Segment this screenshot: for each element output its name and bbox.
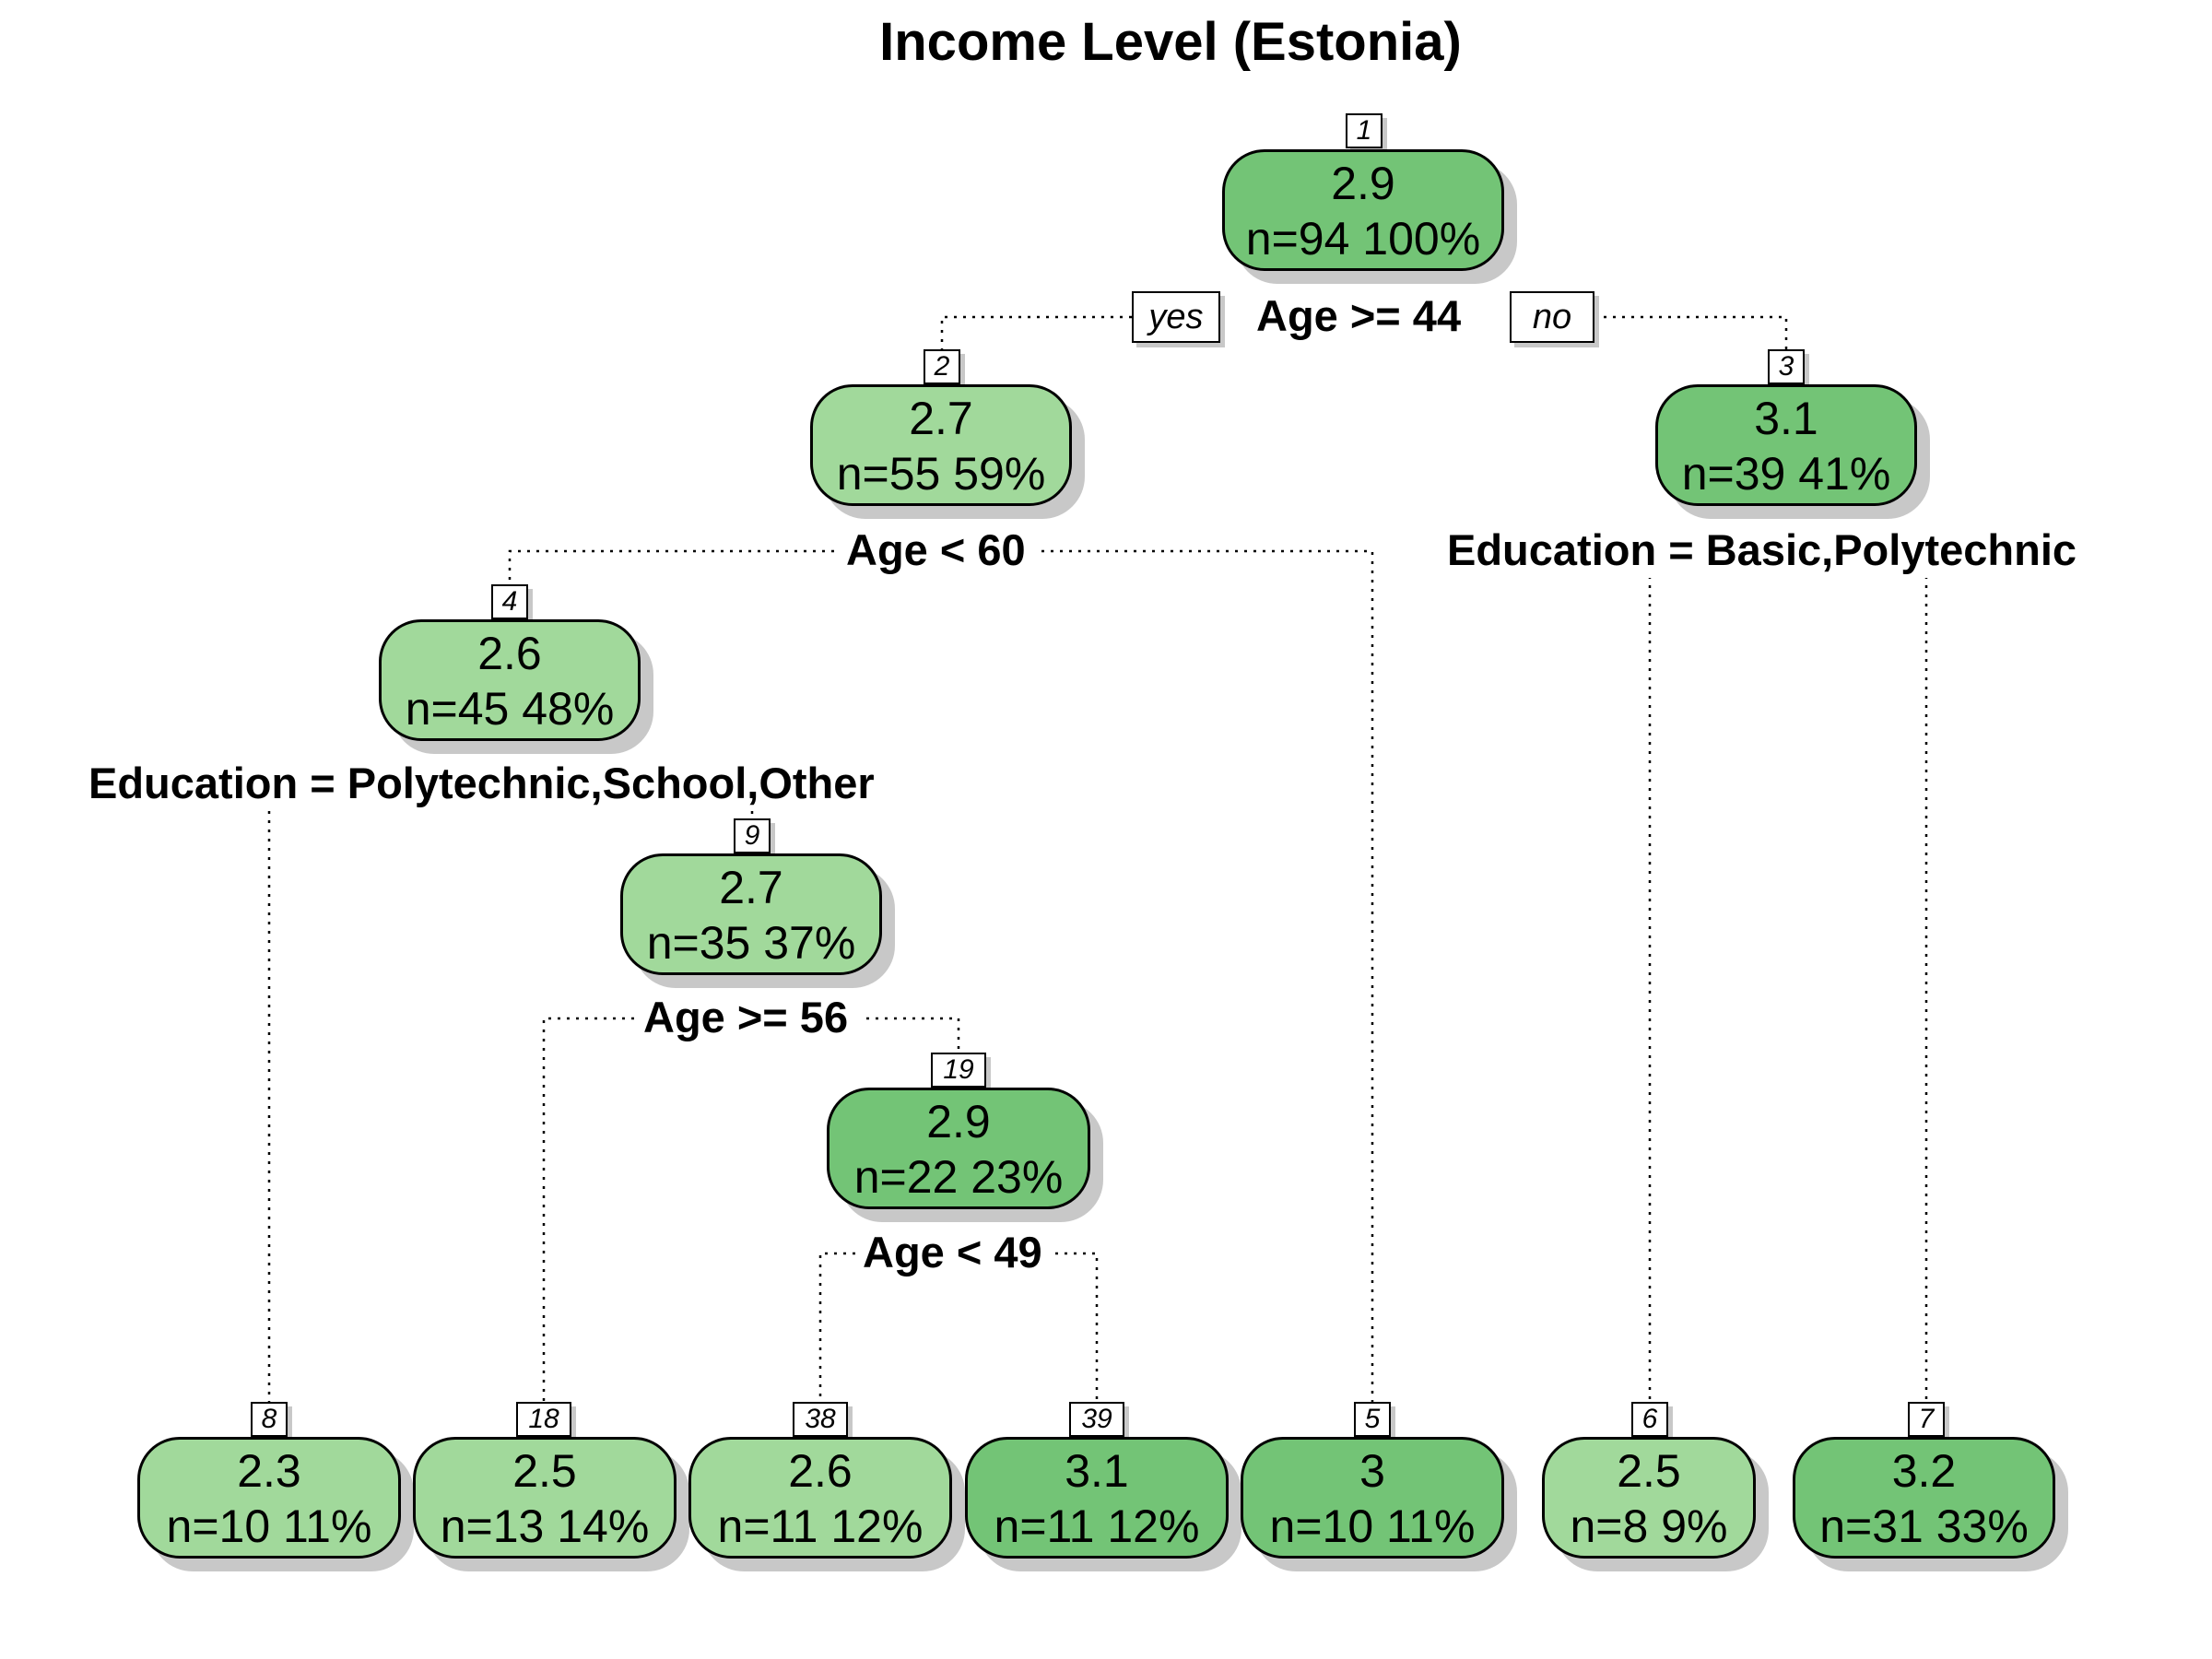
leaf-node-6: 2.5 n=8 9%: [1542, 1437, 1756, 1559]
node-1-value: 2.9: [1331, 158, 1395, 209]
node-3: 3.1 n=39 41%: [1655, 384, 1917, 506]
node-id-18: 18: [516, 1402, 571, 1437]
leaf-node-5: 3 n=10 11%: [1241, 1437, 1504, 1559]
leaf-5-stats: n=10 11%: [1269, 1500, 1476, 1552]
leaf-8-stats: n=10 11%: [166, 1500, 372, 1552]
leaf-38-stats: n=11 12%: [717, 1500, 924, 1552]
split-label-9: Age >= 56: [636, 990, 856, 1045]
leaf-node-7: 3.2 n=31 33%: [1793, 1437, 2055, 1559]
edge-9-19: [866, 1017, 960, 1055]
edge-2-4: [508, 549, 843, 585]
node-19-stats: n=22 23%: [853, 1151, 1064, 1203]
branch-yes-label: yes: [1132, 291, 1220, 343]
split-label-3: Education = Basic,Polytechnic: [1440, 523, 2085, 578]
split-label-4: Education = Polytechnic,School,Other: [81, 756, 882, 811]
node-id-4: 4: [491, 584, 528, 619]
split-label-19: Age < 49: [855, 1225, 1050, 1280]
node-id-5: 5: [1354, 1402, 1391, 1437]
leaf-18-stats: n=13 14%: [440, 1500, 650, 1552]
leaf-5-value: 3: [1359, 1445, 1385, 1497]
leaf-6-stats: n=8 9%: [1570, 1500, 1728, 1552]
node-id-9: 9: [734, 818, 771, 853]
leaf-39-value: 3.1: [1065, 1445, 1129, 1497]
diagram-title: Income Level (Estonia): [879, 12, 1462, 72]
node-9-value: 2.7: [719, 862, 783, 913]
node-1-stats: n=94 100%: [1245, 213, 1481, 265]
split-label-1: Age >= 44: [1249, 288, 1469, 344]
leaf-6-value: 2.5: [1617, 1445, 1681, 1497]
leaf-7-value: 3.2: [1891, 1445, 1957, 1497]
edge-19-39: [1055, 1252, 1099, 1406]
node-19: 2.9 n=22 23%: [827, 1088, 1090, 1209]
node-id-8: 8: [251, 1402, 288, 1437]
node-id-19: 19: [931, 1053, 986, 1088]
node-id-2: 2: [924, 349, 960, 384]
leaf-node-8: 2.3 n=10 11%: [137, 1437, 401, 1559]
edge-1-2: [940, 315, 1132, 350]
leaf-node-18: 2.5 n=13 14%: [413, 1437, 677, 1559]
leaf-7-stats: n=31 33%: [1819, 1500, 2029, 1552]
node-id-1: 1: [1346, 113, 1382, 148]
edge-2-5: [1041, 549, 1374, 1406]
leaf-39-stats: n=11 12%: [994, 1500, 1200, 1552]
node-9-stats: n=35 37%: [646, 917, 856, 969]
node-3-stats: n=39 41%: [1681, 448, 1891, 500]
leaf-18-value: 2.5: [512, 1445, 577, 1497]
node-3-value: 3.1: [1754, 393, 1818, 444]
node-19-value: 2.9: [926, 1096, 991, 1147]
node-2-stats: n=55 59%: [836, 448, 1046, 500]
node-id-39: 39: [1069, 1402, 1124, 1437]
leaf-node-38: 2.6 n=11 12%: [688, 1437, 952, 1559]
split-label-2: Age < 60: [839, 523, 1033, 578]
leaf-node-39: 3.1 n=11 12%: [965, 1437, 1229, 1559]
edge-1-3: [1585, 315, 1788, 350]
node-9: 2.7 n=35 37%: [620, 853, 882, 975]
node-id-3: 3: [1768, 349, 1805, 384]
node-2-value: 2.7: [909, 393, 973, 444]
leaf-8-value: 2.3: [237, 1445, 301, 1497]
leaf-38-value: 2.6: [788, 1445, 853, 1497]
node-1: 2.9 n=94 100%: [1222, 149, 1504, 271]
node-id-7: 7: [1908, 1402, 1945, 1437]
node-4-value: 2.6: [477, 628, 542, 679]
node-2: 2.7 n=55 59%: [810, 384, 1072, 506]
node-4-stats: n=45 48%: [405, 683, 615, 735]
edge-9-18: [542, 1017, 643, 1406]
node-id-6: 6: [1631, 1402, 1668, 1437]
node-4: 2.6 n=45 48%: [379, 619, 641, 741]
branch-no-label: no: [1510, 291, 1594, 343]
node-id-38: 38: [793, 1402, 848, 1437]
